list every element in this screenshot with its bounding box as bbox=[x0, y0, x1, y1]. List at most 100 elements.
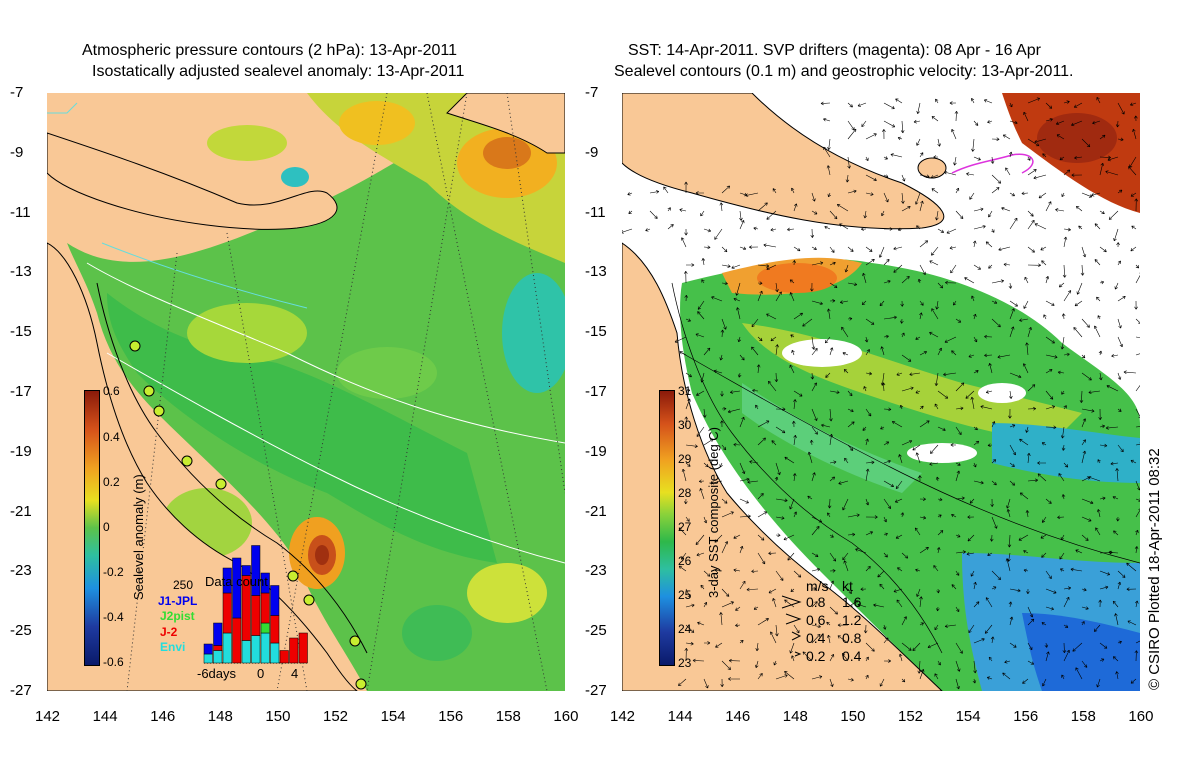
velocity-arrow bbox=[1113, 228, 1119, 242]
velocity-arrow bbox=[757, 336, 763, 342]
velocity-arrow bbox=[937, 228, 945, 233]
vel-legend-ms-2: 0.4 bbox=[806, 630, 826, 646]
velocity-arrow bbox=[1061, 390, 1065, 395]
velocity-arrow bbox=[1098, 350, 1103, 356]
velocity-arrow bbox=[1045, 498, 1052, 504]
velocity-arrow bbox=[829, 580, 835, 590]
velocity-arrow bbox=[991, 137, 1000, 142]
velocity-arrow bbox=[909, 372, 921, 377]
velocity-arrow bbox=[937, 514, 942, 518]
velocity-arrow bbox=[775, 570, 784, 581]
velocity-arrow bbox=[985, 390, 993, 394]
velocity-arrow bbox=[1093, 325, 1101, 338]
velocity-arrow bbox=[839, 223, 849, 230]
velocity-arrow bbox=[1059, 156, 1065, 161]
velocity-arrow bbox=[1009, 480, 1016, 486]
velocity-arrow bbox=[645, 228, 651, 232]
velocity-arrow bbox=[837, 635, 849, 644]
velocity-arrow bbox=[973, 313, 977, 320]
velocity-arrow bbox=[787, 227, 795, 232]
velocity-arrow bbox=[847, 128, 857, 140]
velocity-arrow bbox=[829, 653, 835, 662]
velocity-arrow bbox=[1088, 475, 1101, 482]
velocity-arrow bbox=[950, 264, 957, 274]
velocity-arrow bbox=[810, 228, 815, 238]
inset-mission-0: J1-JPL bbox=[158, 594, 198, 608]
right-cbar-tick-7: 24 bbox=[678, 622, 692, 636]
velocity-arrow bbox=[883, 637, 889, 644]
velocity-arrow bbox=[969, 498, 975, 504]
right-cbar-tick-6: 25 bbox=[678, 588, 692, 602]
velocity-arrow bbox=[1126, 587, 1137, 592]
velocity-arrow bbox=[685, 603, 695, 608]
velocity-arrow bbox=[955, 462, 961, 466]
velocity-arrow bbox=[934, 403, 939, 410]
velocity-arrow bbox=[751, 346, 759, 356]
velocity-arrow bbox=[811, 210, 818, 215]
inset-xtick-2: 4 bbox=[291, 666, 299, 681]
right-lon-tick-1: 144 bbox=[667, 708, 693, 725]
velocity-arrow bbox=[991, 228, 995, 233]
velocity-arrow bbox=[936, 588, 940, 594]
velocity-arrow bbox=[1034, 223, 1047, 230]
velocity-arrow bbox=[863, 210, 868, 219]
velocity-arrow bbox=[937, 347, 943, 356]
velocity-arrow bbox=[1099, 585, 1109, 590]
velocity-arrow bbox=[968, 624, 975, 634]
velocity-arrow bbox=[826, 621, 831, 626]
velocity-arrow bbox=[829, 347, 834, 356]
left-lat-tick-7: -21 bbox=[10, 502, 32, 520]
left-lat-tick-4: -15 bbox=[10, 323, 32, 341]
left-cbar-tick-3: 0 bbox=[103, 520, 110, 534]
velocity-arrow bbox=[739, 514, 751, 519]
velocity-arrow bbox=[829, 606, 838, 615]
velocity-arrow bbox=[934, 372, 939, 386]
velocity-arrow bbox=[1045, 102, 1053, 109]
velocity-arrow bbox=[936, 547, 941, 554]
velocity-arrow bbox=[685, 516, 690, 522]
velocity-arrow bbox=[1108, 550, 1119, 555]
velocity-arrow bbox=[1134, 650, 1139, 662]
inset-ymax: 250 bbox=[173, 578, 194, 592]
velocity-arrow bbox=[934, 624, 939, 631]
velocity-arrow bbox=[824, 225, 831, 230]
velocity-arrow bbox=[829, 569, 836, 573]
velocity-arrow bbox=[935, 210, 939, 221]
velocity-arrow bbox=[847, 421, 855, 428]
vel-legend-ms-0: 0.8 bbox=[806, 594, 826, 610]
velocity-arrow bbox=[1061, 674, 1065, 680]
velocity-arrow bbox=[1009, 326, 1015, 338]
velocity-arrow bbox=[827, 192, 831, 198]
velocity-arrow bbox=[873, 603, 885, 608]
velocity-arrow bbox=[970, 396, 975, 410]
velocity-arrow bbox=[770, 336, 777, 342]
velocity-arrow bbox=[1081, 439, 1086, 446]
velocity-arrow bbox=[998, 246, 1011, 252]
velocity-arrow bbox=[862, 272, 867, 284]
velocity-arrow bbox=[916, 102, 921, 114]
velocity-arrow bbox=[1045, 336, 1055, 344]
velocity-arrow bbox=[847, 513, 860, 518]
velocity-arrow bbox=[1026, 588, 1030, 595]
velocity-arrow bbox=[1081, 660, 1088, 668]
velocity-arrow bbox=[823, 117, 831, 122]
velocity-arrow bbox=[857, 603, 867, 608]
velocity-arrow bbox=[991, 187, 1000, 194]
velocity-arrow bbox=[829, 210, 838, 220]
velocity-arrow bbox=[883, 102, 895, 110]
velocity-arrow bbox=[937, 138, 941, 147]
velocity-arrow bbox=[883, 516, 887, 523]
left-lat-tick-0: -7 bbox=[10, 84, 24, 101]
inset-mission-2: J-2 bbox=[160, 625, 178, 639]
velocity-arrow bbox=[824, 336, 831, 344]
velocity-arrow bbox=[900, 512, 905, 518]
left-cbar-tick-1: 0.4 bbox=[103, 430, 120, 444]
velocity-arrow bbox=[711, 480, 723, 485]
velocity-arrow bbox=[901, 276, 910, 284]
velocity-arrow bbox=[1022, 678, 1029, 684]
velocity-arrow bbox=[1045, 390, 1054, 400]
velocity-arrow bbox=[847, 156, 851, 169]
velocity-arrow bbox=[935, 476, 940, 482]
velocity-arrow bbox=[792, 260, 797, 266]
velocity-arrow bbox=[933, 565, 939, 572]
